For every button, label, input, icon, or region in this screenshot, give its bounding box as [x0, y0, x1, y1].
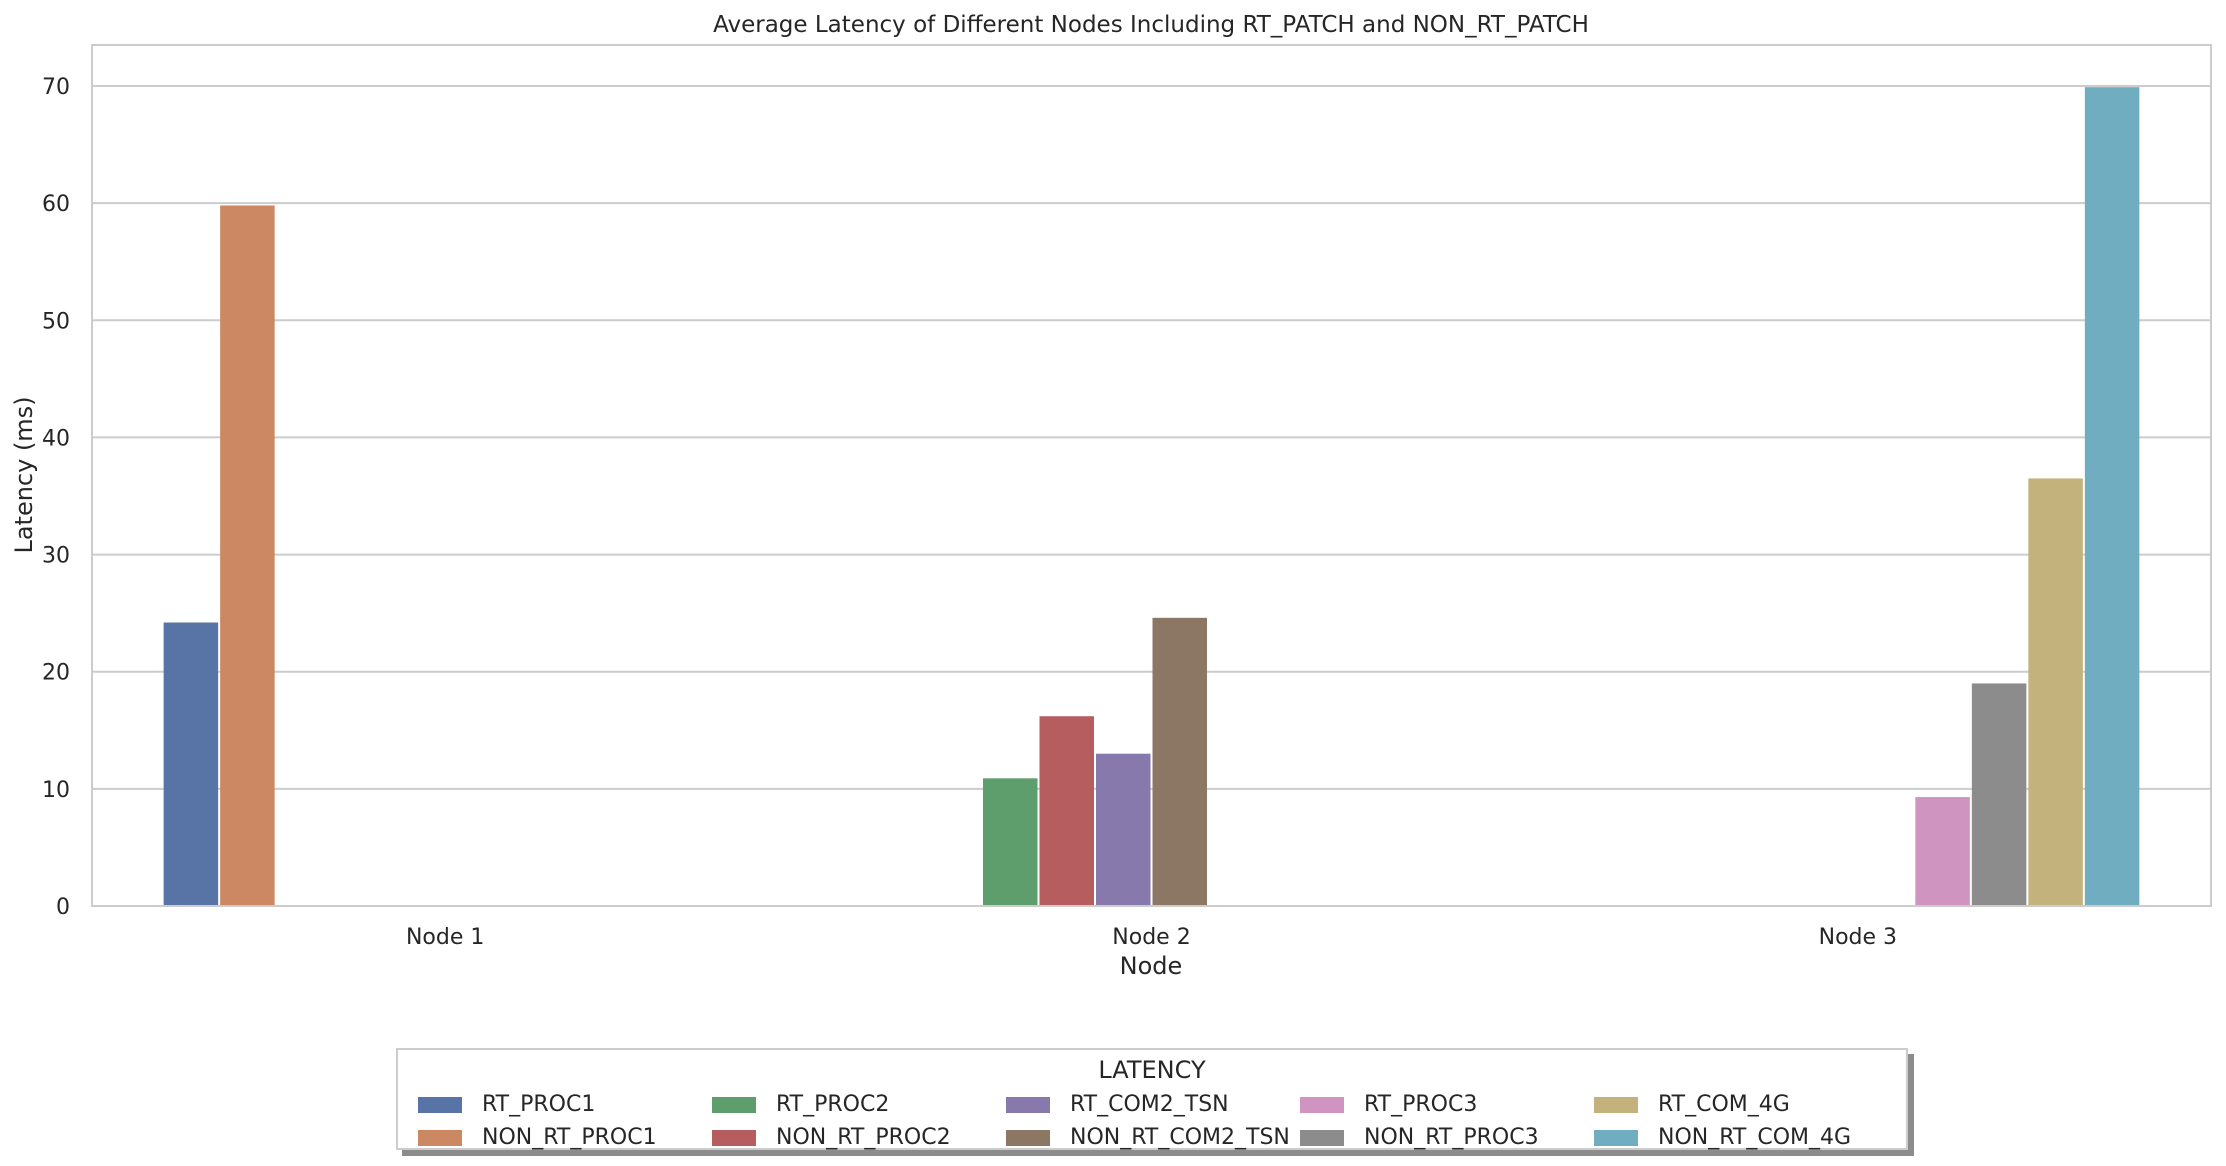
- legend-item: NON_RT_COM2_TSN: [996, 1121, 1290, 1154]
- chart-title: Average Latency of Different Nodes Inclu…: [713, 12, 1589, 38]
- legend-swatch: [1006, 1096, 1050, 1113]
- legend-swatch: [712, 1129, 756, 1146]
- legend-item: NON_RT_PROC1: [408, 1121, 702, 1154]
- bar-non-rt-com-4g-node-3: [2084, 87, 2140, 906]
- legend-label: NON_RT_COM_4G: [1658, 1125, 1852, 1150]
- x-tick-labels: Node 1 Node 2 Node 3: [406, 925, 1897, 950]
- y-tick-label: 20: [42, 661, 70, 686]
- legend-swatch: [1594, 1096, 1638, 1113]
- bars: [163, 87, 2140, 906]
- y-axis-label: Latency (ms): [10, 396, 38, 553]
- legend-entries: RT_PROC1 NON_RT_PROC1 RT_PROC2 NON_RT_PROC2…: [408, 1088, 1878, 1154]
- x-axis-label: Node: [1120, 952, 1183, 980]
- bar-non-rt-proc2-node-2: [1039, 716, 1094, 906]
- bar-non-rt-proc3-node-3: [1971, 683, 2027, 906]
- bar-rt-proc1-node-1: [163, 622, 219, 906]
- bar-rt-proc3-node-3: [1915, 797, 1970, 906]
- legend-label: NON_RT_PROC2: [776, 1125, 951, 1150]
- legend-swatch: [1006, 1129, 1050, 1146]
- legend-item: NON_RT_PROC3: [1290, 1121, 1584, 1154]
- y-tick-label: 50: [42, 309, 70, 334]
- x-tick-label: Node 2: [1112, 925, 1190, 950]
- legend-swatch: [1300, 1129, 1344, 1146]
- bar-non-rt-proc1-node-1: [220, 205, 275, 906]
- legend-title: LATENCY: [1098, 1056, 1206, 1084]
- legend-item: RT_COM2_TSN: [996, 1088, 1290, 1121]
- bar-rt-proc2-node-2: [982, 778, 1038, 906]
- legend-label: RT_PROC3: [1364, 1092, 1478, 1117]
- legend-label: RT_COM_4G: [1658, 1092, 1790, 1117]
- x-tick-label: Node 1: [406, 925, 484, 950]
- x-tick-label: Node 3: [1819, 925, 1897, 950]
- legend-item: RT_PROC3: [1290, 1088, 1584, 1121]
- legend-item: NON_RT_PROC2: [702, 1121, 996, 1154]
- y-tick-label: 0: [56, 895, 70, 920]
- legend-swatch: [1300, 1096, 1344, 1113]
- legend-swatch: [712, 1096, 756, 1113]
- legend-item: NON_RT_COM_4G: [1584, 1121, 1878, 1154]
- bar-non-rt-com2-tsn-node-2: [1152, 617, 1208, 906]
- legend-swatch: [1594, 1129, 1638, 1146]
- legend-item: RT_COM_4G: [1584, 1088, 1878, 1121]
- legend-item: RT_PROC1: [408, 1088, 702, 1121]
- legend-label: NON_RT_PROC3: [1364, 1125, 1539, 1150]
- legend-swatch: [418, 1096, 462, 1113]
- legend-label: RT_PROC1: [482, 1092, 596, 1117]
- legend-label: NON_RT_PROC1: [482, 1125, 657, 1150]
- bar-rt-com2-tsn-node-2: [1095, 753, 1151, 906]
- bar-rt-com-4g-node-3: [2028, 478, 2083, 906]
- y-tick-label: 70: [42, 75, 70, 100]
- plot-frame: [91, 44, 2212, 907]
- legend-label: NON_RT_COM2_TSN: [1070, 1125, 1290, 1150]
- legend: LATENCY RT_PROC1 NON_RT_PROC1 RT_PROC2 NON_…: [396, 1048, 1908, 1150]
- legend-label: RT_PROC2: [776, 1092, 890, 1117]
- legend-swatch: [418, 1129, 462, 1146]
- y-tick-label: 10: [42, 778, 70, 803]
- gridlines: [92, 85, 2211, 907]
- y-tick-label: 40: [42, 426, 70, 451]
- y-tick-labels: 0 10 20 30 40 50 60 70: [42, 75, 70, 920]
- legend-item: RT_PROC2: [702, 1088, 996, 1121]
- y-tick-label: 30: [42, 544, 70, 569]
- legend-label: RT_COM2_TSN: [1070, 1092, 1229, 1117]
- y-tick-label: 60: [42, 192, 70, 217]
